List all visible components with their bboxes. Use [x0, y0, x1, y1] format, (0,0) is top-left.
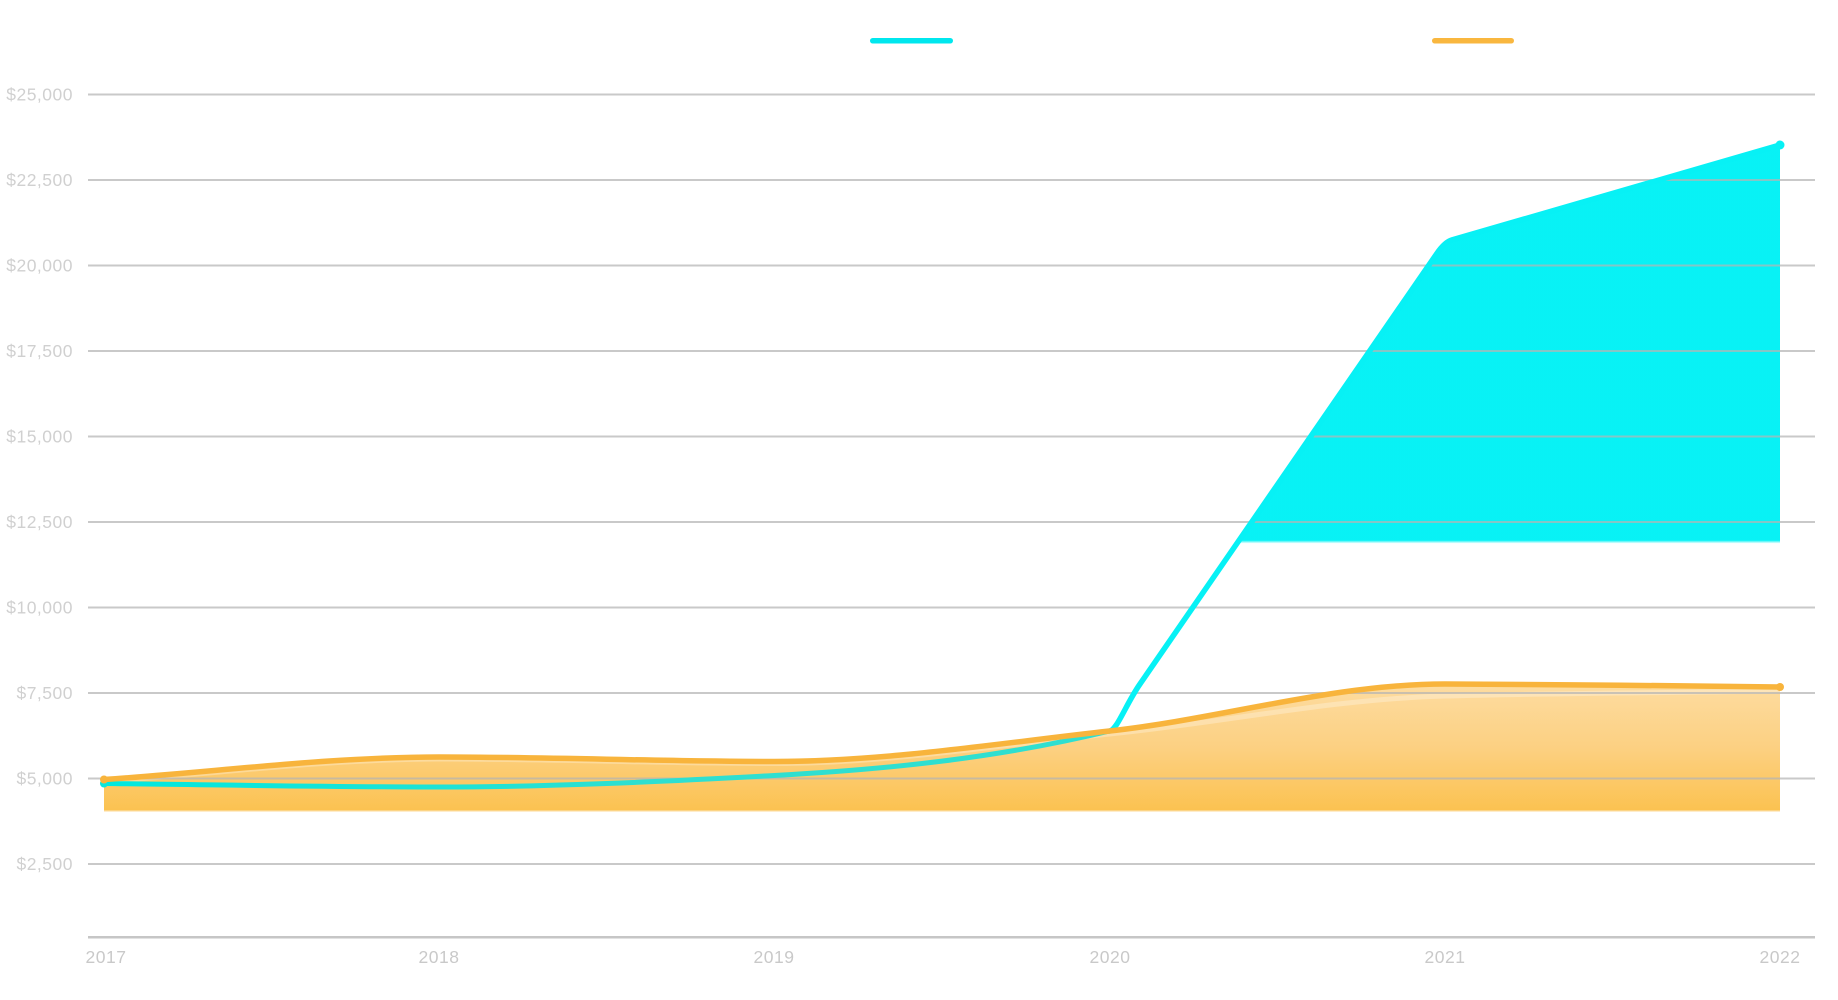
- svg-text:2021: 2021: [1425, 947, 1466, 967]
- svg-text:$10,000: $10,000: [6, 598, 73, 618]
- svg-text:$12,500: $12,500: [6, 512, 73, 532]
- svg-text:$2,500: $2,500: [16, 854, 73, 874]
- svg-text:2017: 2017: [86, 947, 127, 967]
- svg-text:$7,500: $7,500: [16, 683, 73, 703]
- svg-text:$25,000: $25,000: [6, 85, 73, 105]
- svg-text:2020: 2020: [1090, 947, 1131, 967]
- svg-text:2018: 2018: [419, 947, 460, 967]
- svg-text:$15,000: $15,000: [6, 427, 73, 447]
- svg-text:$22,500: $22,500: [6, 170, 73, 190]
- svg-text:2019: 2019: [754, 947, 795, 967]
- svg-text:$5,000: $5,000: [16, 769, 73, 789]
- svg-text:$17,500: $17,500: [6, 341, 73, 361]
- svg-text:2022: 2022: [1760, 947, 1801, 967]
- svg-text:$20,000: $20,000: [6, 256, 73, 276]
